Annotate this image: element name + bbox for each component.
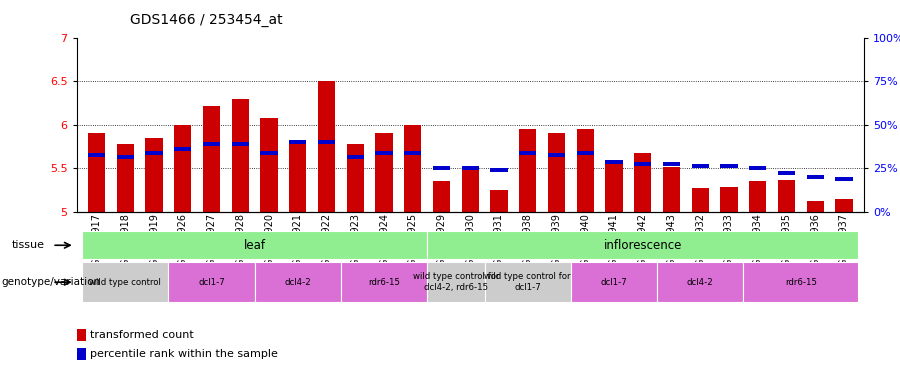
Bar [571, 262, 657, 302]
Bar [662, 166, 680, 212]
Text: percentile rank within the sample: percentile rank within the sample [90, 349, 278, 359]
Bar [260, 151, 278, 154]
Bar [577, 129, 594, 212]
Bar [375, 151, 392, 154]
Bar [691, 188, 709, 212]
Bar [404, 125, 421, 212]
Bar [806, 175, 824, 179]
Bar [168, 262, 255, 302]
Bar [117, 155, 134, 159]
Text: dcl4-2: dcl4-2 [284, 278, 311, 286]
Bar [77, 328, 86, 341]
Bar [203, 142, 220, 146]
Bar [289, 140, 306, 144]
Bar [82, 262, 168, 302]
Bar [662, 162, 680, 166]
Bar [462, 166, 479, 170]
Bar [462, 168, 479, 212]
Bar [778, 180, 795, 212]
Bar [657, 262, 743, 302]
Text: leaf: leaf [244, 239, 266, 252]
Bar [341, 262, 428, 302]
Text: transformed count: transformed count [90, 330, 194, 340]
Text: GDS1466 / 253454_at: GDS1466 / 253454_at [130, 13, 284, 27]
Bar [634, 153, 652, 212]
Text: dcl1-7: dcl1-7 [198, 278, 225, 286]
Bar [260, 118, 278, 212]
Bar [346, 155, 364, 159]
Bar [606, 160, 623, 164]
Bar [778, 171, 795, 175]
Bar [806, 201, 824, 212]
Bar [428, 231, 859, 260]
Bar [691, 164, 709, 168]
Text: dcl4-2: dcl4-2 [687, 278, 714, 286]
Bar [428, 262, 484, 302]
Bar [577, 151, 594, 154]
Bar [146, 138, 163, 212]
Bar [318, 140, 335, 144]
Bar [835, 177, 852, 181]
Text: dcl1-7: dcl1-7 [600, 278, 627, 286]
Bar [404, 151, 421, 154]
Bar [835, 199, 852, 212]
Bar [346, 144, 364, 212]
Bar [88, 153, 105, 157]
Bar [519, 129, 536, 212]
Bar [548, 134, 565, 212]
Bar [82, 231, 428, 260]
Bar [117, 144, 134, 212]
Bar [88, 134, 105, 212]
Bar [77, 348, 86, 360]
Text: genotype/variation: genotype/variation [1, 277, 100, 287]
Bar [749, 182, 766, 212]
Bar [606, 160, 623, 212]
Bar [743, 262, 859, 302]
Bar [375, 134, 392, 212]
Bar [491, 190, 508, 212]
Text: wild type control: wild type control [89, 278, 161, 286]
Bar [203, 105, 220, 212]
Bar [175, 147, 192, 151]
Bar [231, 99, 249, 212]
Text: tissue: tissue [12, 240, 45, 250]
Bar [749, 166, 766, 170]
Bar [255, 262, 341, 302]
Bar [175, 125, 192, 212]
Bar [519, 151, 536, 154]
Bar [146, 152, 163, 155]
Bar [484, 262, 571, 302]
Bar [720, 188, 737, 212]
Bar [720, 164, 737, 168]
Text: wild type control for
dcl4-2, rdr6-15: wild type control for dcl4-2, rdr6-15 [412, 273, 500, 292]
Bar [548, 153, 565, 157]
Bar [289, 144, 306, 212]
Text: rdr6-15: rdr6-15 [785, 278, 817, 286]
Bar [491, 168, 508, 172]
Text: rdr6-15: rdr6-15 [368, 278, 400, 286]
Text: wild type control for
dcl1-7: wild type control for dcl1-7 [484, 273, 571, 292]
Bar [634, 162, 652, 166]
Bar [231, 142, 249, 146]
Text: inflorescence: inflorescence [604, 239, 682, 252]
Bar [433, 182, 450, 212]
Bar [433, 166, 450, 170]
Bar [318, 81, 335, 212]
